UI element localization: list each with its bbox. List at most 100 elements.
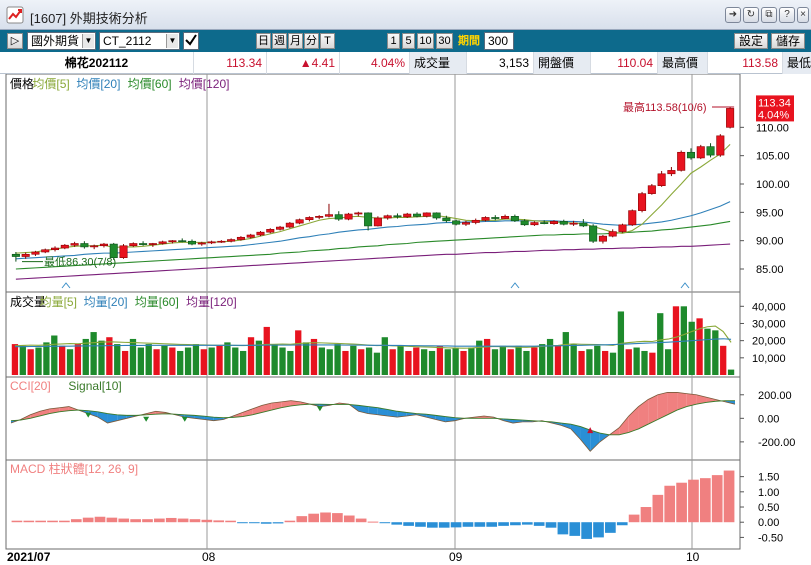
macd-bar <box>355 518 367 523</box>
candle <box>452 220 461 225</box>
candle <box>540 222 549 224</box>
period-day-button[interactable]: 日 <box>256 33 271 49</box>
volume-bar <box>114 344 121 375</box>
candle <box>364 212 373 227</box>
candle <box>422 212 431 217</box>
candle <box>207 241 216 244</box>
cci-fill <box>117 414 127 421</box>
macd-bar <box>82 517 94 523</box>
cci-fill <box>648 394 658 425</box>
minute-5-button[interactable]: 5 <box>402 33 415 49</box>
y-tick-label: 1.00 <box>758 487 779 499</box>
arrow-down-icon <box>181 416 188 422</box>
copy-icon[interactable]: ⧉ <box>761 7 777 23</box>
macd-bar <box>272 522 284 524</box>
cci-fill <box>677 392 687 411</box>
period-minute-button[interactable]: 分 <box>304 33 319 49</box>
volume-bar <box>546 338 554 375</box>
macd-bar <box>11 520 23 523</box>
volume-bar <box>688 321 695 375</box>
macd-bar <box>260 522 272 524</box>
help-icon[interactable]: ? <box>779 7 795 23</box>
minute-30-button[interactable]: 30 <box>436 33 453 49</box>
candle <box>80 243 89 248</box>
market-select[interactable]: 國外期貨 ▼ <box>27 32 96 50</box>
settings-button[interactable]: 設定 <box>734 33 768 49</box>
period-week-button[interactable]: 週 <box>272 33 287 49</box>
x-tick-label: 09 <box>449 550 463 564</box>
period-count-button[interactable]: 期間 <box>455 33 483 49</box>
macd-bar <box>379 522 391 524</box>
volume-bar <box>240 350 247 375</box>
macd-bar <box>165 517 177 523</box>
window-title: [1607] 外期技術分析 <box>30 11 148 26</box>
last-price-tag-value: 113.34 <box>758 97 791 109</box>
cci-legend: Signal[10] <box>68 379 121 393</box>
ma20-line <box>15 201 731 260</box>
cci-line <box>10 392 736 452</box>
macd-bar <box>557 522 569 535</box>
macd-bar <box>711 475 723 523</box>
technical-chart[interactable]: 85.0090.0095.00100.00105.00110.00價格均價[5]… <box>0 74 811 565</box>
volume-legend: 均量[120] <box>186 295 237 309</box>
cci-fill <box>242 408 253 417</box>
checkbox[interactable] <box>183 32 199 50</box>
volume-value: 3,153 <box>467 52 534 74</box>
volume-bar <box>570 344 577 375</box>
candle <box>657 173 666 187</box>
candle <box>638 193 647 211</box>
volume-bar <box>609 352 617 375</box>
arrow-down-icon <box>85 412 92 418</box>
period-count-input[interactable]: 300 <box>484 32 514 50</box>
cci-fill <box>638 399 649 429</box>
period-month-button[interactable]: 月 <box>288 33 303 49</box>
volume-bar <box>389 349 396 375</box>
volume-bar <box>515 345 522 375</box>
candle <box>520 220 529 226</box>
volume-bar <box>287 350 294 375</box>
price-legend: 均價[5] <box>32 77 69 91</box>
price-legend: 價格 <box>10 76 34 91</box>
volume-bar <box>255 340 263 375</box>
symbol-select[interactable]: CT_2112 ▼ <box>99 32 180 50</box>
cci-fill <box>435 415 446 422</box>
candle <box>236 236 245 240</box>
y-tick-label: 85.00 <box>756 264 784 276</box>
volume-bar <box>161 345 168 375</box>
macd-bar <box>296 516 308 523</box>
volume-bar <box>177 350 184 375</box>
macd-bar <box>427 522 438 528</box>
volume-bar <box>11 344 19 375</box>
cci-fill <box>261 403 272 413</box>
period-tick-button[interactable]: T <box>320 33 335 49</box>
volume-bar <box>137 347 144 375</box>
volume-bar <box>350 345 357 375</box>
x-tick-label: 2021/07 <box>7 550 51 564</box>
minute-1-button[interactable]: 1 <box>387 33 400 49</box>
candle <box>197 242 206 245</box>
candle <box>647 185 656 194</box>
volume-label: 成交量 <box>410 52 467 74</box>
play-button[interactable]: ▷ <box>7 33 23 49</box>
refresh-icon[interactable]: ↻ <box>743 7 759 23</box>
candle <box>677 151 686 171</box>
close-icon[interactable]: × <box>797 7 809 23</box>
cci-fill <box>696 394 707 405</box>
save-button[interactable]: 儲存 <box>771 33 805 49</box>
candle <box>706 146 715 156</box>
macd-bar <box>284 520 296 523</box>
cci-fill <box>107 413 118 424</box>
volume-bar <box>121 350 129 375</box>
cci-fill <box>252 405 262 415</box>
macd-bar <box>70 519 82 523</box>
candle <box>266 229 275 233</box>
candle <box>119 245 128 258</box>
last-price-tag-pct: 4.04% <box>758 109 789 121</box>
last-price-tag <box>756 95 794 122</box>
cci-fill <box>561 423 571 429</box>
macd-bar <box>225 520 236 523</box>
arrow-right-icon[interactable]: ➜ <box>725 7 741 23</box>
minute-10-button[interactable]: 10 <box>417 33 434 49</box>
volume-bar <box>263 326 270 375</box>
cci-fill <box>667 392 678 415</box>
